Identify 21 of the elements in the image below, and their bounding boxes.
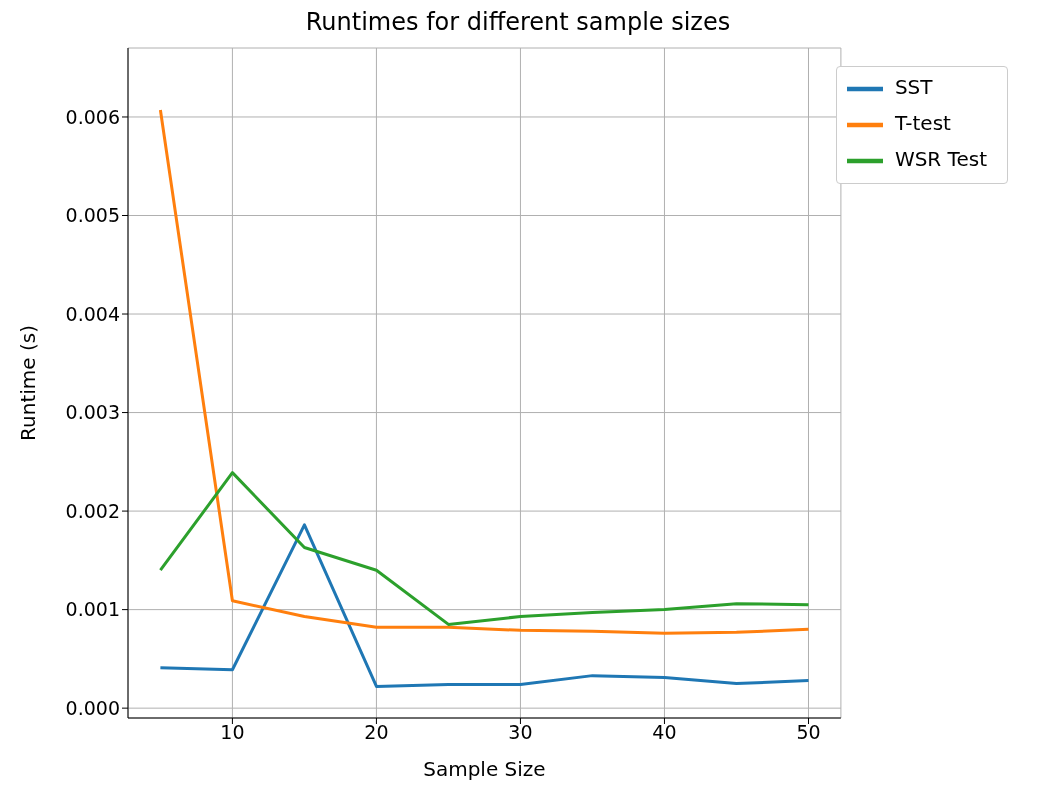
line-series	[158, 471, 810, 626]
line-series	[158, 108, 810, 635]
y-tick-label: 0.004	[65, 302, 120, 325]
x-tick-label: 10	[220, 721, 245, 744]
y-tick-label: 0.001	[65, 598, 120, 621]
legend-label: T-test	[893, 110, 951, 135]
y-tick-label: 0.003	[65, 401, 120, 424]
y-tick-label: 0.002	[65, 499, 120, 522]
line-series	[158, 523, 810, 688]
x-axis-title: Sample Size	[423, 757, 546, 781]
x-tick-label: 40	[652, 721, 677, 744]
y-axis-title: Runtime (s)	[16, 325, 41, 441]
legend-label: SST	[893, 74, 933, 99]
x-tick-label: 20	[364, 721, 389, 744]
legend-label: WSR Test	[893, 146, 987, 171]
x-tick-label: 30	[508, 721, 533, 744]
x-tick-label: 50	[796, 721, 821, 744]
y-tick-label: 0.005	[65, 204, 120, 227]
y-tick-label: 0.000	[65, 696, 120, 719]
y-tick-label: 0.006	[65, 105, 120, 128]
chart-title: Runtimes for different sample sizes	[304, 8, 732, 38]
